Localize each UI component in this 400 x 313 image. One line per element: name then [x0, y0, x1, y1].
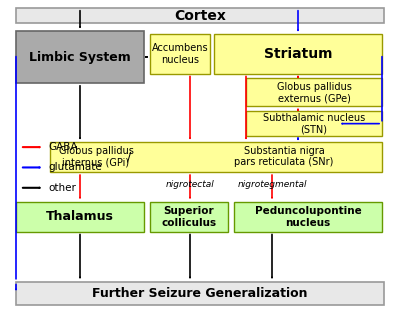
FancyBboxPatch shape: [234, 202, 382, 232]
Text: nigrotegmental: nigrotegmental: [237, 180, 307, 189]
Text: Globus pallidus
externus (GPe): Globus pallidus externus (GPe): [276, 81, 352, 103]
Text: glutamate: glutamate: [48, 162, 102, 172]
FancyBboxPatch shape: [150, 34, 210, 74]
FancyBboxPatch shape: [16, 31, 144, 83]
Text: /: /: [127, 151, 131, 164]
Text: Superior
colliculus: Superior colliculus: [162, 206, 216, 228]
Text: Globus pallidus
internus (GPi): Globus pallidus internus (GPi): [58, 146, 134, 167]
Text: Further Seizure Generalization: Further Seizure Generalization: [92, 287, 308, 300]
FancyBboxPatch shape: [150, 202, 228, 232]
Text: Limbic System: Limbic System: [29, 51, 131, 64]
FancyBboxPatch shape: [16, 202, 144, 232]
FancyBboxPatch shape: [214, 34, 382, 74]
FancyBboxPatch shape: [50, 142, 382, 172]
Text: Substantia nigra
pars reticulata (SNr): Substantia nigra pars reticulata (SNr): [234, 146, 334, 167]
Text: Peduncolupontine
nucleus: Peduncolupontine nucleus: [255, 206, 361, 228]
Text: Cortex: Cortex: [174, 9, 226, 23]
Text: Thalamus: Thalamus: [46, 210, 114, 223]
Text: other: other: [48, 183, 76, 193]
Text: Striatum: Striatum: [264, 47, 332, 61]
FancyBboxPatch shape: [16, 282, 384, 305]
FancyBboxPatch shape: [16, 8, 384, 23]
Text: GABA: GABA: [48, 142, 78, 152]
Text: Accumbens
nucleus: Accumbens nucleus: [152, 43, 208, 65]
Text: Subthalamic nucleus
(STN): Subthalamic nucleus (STN): [263, 113, 365, 135]
FancyBboxPatch shape: [246, 78, 382, 106]
FancyBboxPatch shape: [246, 111, 382, 136]
Text: nigrotectal: nigrotectal: [166, 180, 214, 189]
